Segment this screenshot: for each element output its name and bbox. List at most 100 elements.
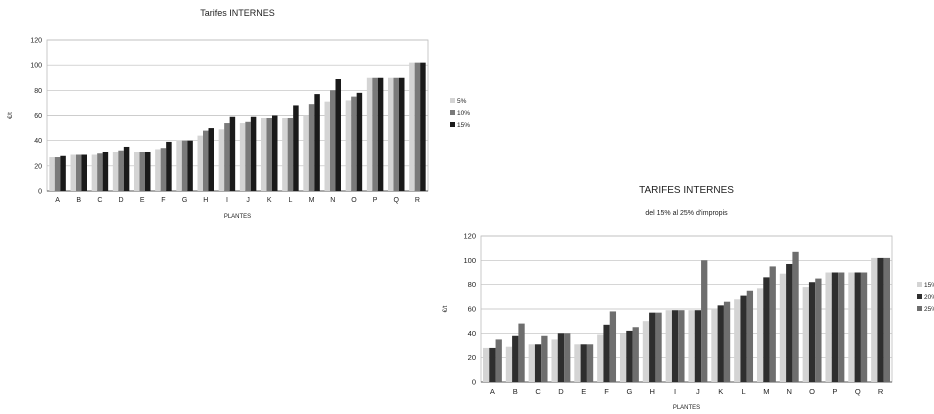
chart-title: TARIFES INTERNES [639,185,734,196]
bar [711,309,718,382]
legend-swatch [917,294,922,299]
bar [779,273,787,382]
bar [649,312,656,382]
x-tick-label: M [309,197,315,204]
bar [512,335,519,382]
y-tick-label: 80 [468,280,476,289]
x-tick-label: I [226,197,228,204]
bar [208,128,214,191]
y-tick-label: 0 [472,378,476,387]
bar [586,344,594,382]
legend-label: 15% [924,282,934,289]
bar [574,344,581,382]
bar [632,327,639,382]
bar [860,272,868,382]
bar [769,266,776,382]
x-tick-label: F [161,197,165,204]
bar [245,121,251,191]
bar [351,96,357,191]
x-tick-label: A [55,197,60,204]
x-tick-label: H [203,197,208,204]
bar [356,92,363,191]
bar [551,339,558,382]
legend-label: 10% [457,110,470,117]
bar [854,272,861,382]
bar [293,105,299,191]
y-axis-label: €/t [8,112,14,119]
y-tick-label: 60 [468,305,476,314]
bar [60,155,66,191]
chart-title: Tarifes INTERNES [200,8,275,18]
x-tick-label: E [581,387,586,396]
bar [97,153,103,191]
bar [756,288,764,382]
bar [597,334,604,382]
bar [414,62,421,192]
bar [877,257,884,382]
bar [155,149,161,191]
legend-swatch [917,306,922,311]
bar [831,272,839,382]
bar [740,295,747,382]
x-tick-label: R [415,197,420,204]
legend-label: 15% [457,122,470,129]
x-tick-label: D [119,197,124,204]
x-tick-label: E [140,197,145,204]
bar [678,310,685,382]
bar [409,62,415,192]
bar [303,115,309,191]
x-tick-label: B [513,387,518,396]
bar [564,333,571,382]
bar [70,154,76,191]
bar [91,154,98,191]
bar [388,77,394,191]
bar [505,346,513,382]
x-tick-label: P [832,387,837,396]
x-tick-label: C [535,387,541,396]
y-tick-label: 20 [468,353,476,362]
y-tick-label: 0 [38,189,42,196]
chart-subtitle: del 15% al 25% d'impropis [645,210,728,217]
bar [838,272,845,382]
bar [287,118,294,191]
bar [825,272,832,382]
bar [763,277,770,382]
bar [609,311,617,382]
bar [102,151,109,191]
y-axis-label: €/t [443,305,449,312]
bar [176,140,182,191]
bar [54,157,61,191]
x-tick-label: N [330,197,335,204]
bar [603,324,610,382]
bar [250,116,257,191]
bar [112,151,119,191]
bar [330,90,336,191]
x-tick-label: P [373,197,378,204]
bar [495,339,502,382]
legend-swatch [450,98,455,103]
bar [308,104,315,191]
x-tick-label: O [809,387,815,396]
bar [76,154,82,191]
bar [49,157,55,191]
legend-label: 25% [924,306,934,313]
x-tick-label: B [76,197,81,204]
bar [187,140,193,191]
bar [482,347,490,382]
bar [871,257,878,382]
bar [324,101,330,191]
x-tick-label: Q [855,387,861,396]
bar [489,347,496,382]
bar [197,135,203,191]
y-tick-label: 80 [34,88,42,95]
x-tick-label: G [182,197,187,204]
bar [734,299,741,382]
x-axis-label: PLANTES [224,214,251,220]
x-tick-label: N [787,387,792,396]
y-tick-label: 120 [463,232,476,241]
bar [314,94,320,191]
bar [655,312,662,382]
x-tick-label: L [741,387,745,396]
x-tick-label: C [97,197,102,204]
bar [694,310,702,382]
